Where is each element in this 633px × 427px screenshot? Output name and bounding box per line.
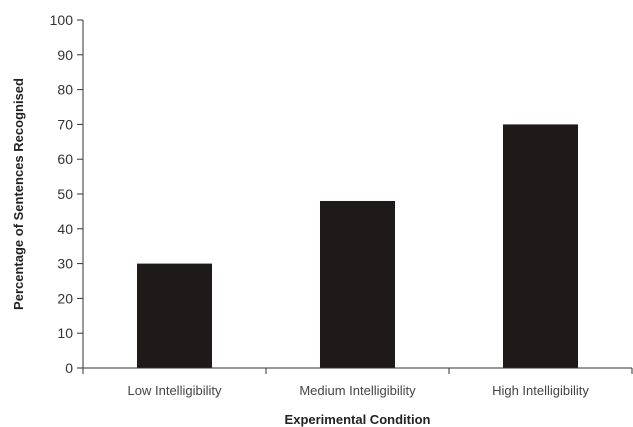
y-tick-label: 20 <box>57 290 73 306</box>
y-tick-label: 70 <box>57 116 73 132</box>
x-category-label: High Intelligibility <box>492 383 589 398</box>
y-tick-label: 90 <box>57 47 73 63</box>
x-category-label: Low Intelligibility <box>128 383 222 398</box>
y-tick-label: 60 <box>57 151 73 167</box>
y-tick-label: 100 <box>50 12 74 28</box>
y-tick-label: 10 <box>57 325 73 341</box>
y-tick-label: 0 <box>65 360 73 376</box>
y-tick-label: 50 <box>57 186 73 202</box>
x-axis-ticks: Low Intelligibility Medium Intelligibilit… <box>82 368 633 398</box>
y-axis-ticks: 0 10 20 30 40 50 60 70 80 90 100 <box>50 12 83 376</box>
y-tick-label: 40 <box>57 221 73 237</box>
y-tick-label: 80 <box>57 82 73 98</box>
bar-3 <box>502 124 579 369</box>
y-tick-label: 30 <box>57 256 73 272</box>
y-axis-title: Percentage of Sentences Recognised <box>11 78 26 310</box>
x-axis-title: Experimental Condition <box>285 412 431 427</box>
bar-1 <box>136 263 213 368</box>
x-category-label: Medium Intelligibility <box>299 383 416 398</box>
bars <box>136 124 579 369</box>
bar-2 <box>319 200 396 368</box>
